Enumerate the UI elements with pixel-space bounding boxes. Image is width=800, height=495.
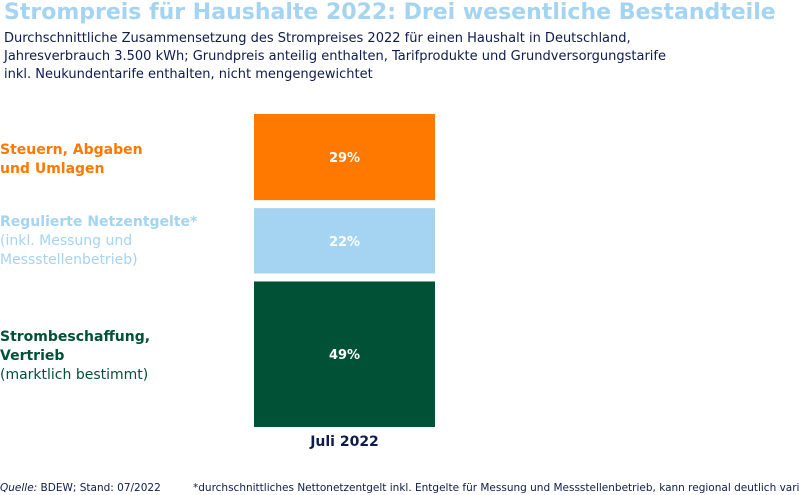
segment-label-line: Regulierte Netzentgelte* bbox=[0, 214, 198, 230]
segment-label-line: Strombeschaffung, bbox=[0, 329, 151, 345]
footnote: *durchschnittliches Nettonetzentgelt ink… bbox=[193, 482, 800, 494]
segment-label-network: Regulierte Netzentgelte* (inkl. Messung … bbox=[0, 213, 240, 270]
segment-label-taxes: Steuern, Abgaben und Umlagen bbox=[0, 141, 240, 179]
bar-segment-taxes bbox=[254, 114, 435, 201]
data-label: 22% bbox=[329, 235, 360, 250]
chart-title: Strompreis für Haushalte 2022: Drei wese… bbox=[4, 0, 776, 25]
data-label: 49% bbox=[329, 348, 360, 363]
segment-label-line: (inkl. Messung und bbox=[0, 233, 133, 249]
source-note: Quelle: BDEW; Stand: 07/2022 bbox=[0, 482, 161, 494]
x-category-label: Juli 2022 bbox=[310, 434, 379, 450]
subtitle-line: Durchschnittliche Zusammensetzung des St… bbox=[4, 31, 631, 46]
segment-label-line: Steuern, Abgaben bbox=[0, 142, 143, 158]
source-label: Quelle: bbox=[0, 482, 38, 494]
bar-segment-procurement bbox=[254, 281, 435, 427]
subtitle-line: inkl. Neukundentarife enthalten, nicht m… bbox=[4, 67, 373, 82]
source-text: BDEW; Stand: 07/2022 bbox=[37, 482, 161, 494]
data-label: 29% bbox=[329, 151, 360, 166]
bar-segment-network bbox=[254, 208, 435, 274]
segment-label-line: Vertrieb bbox=[0, 348, 65, 364]
segment-label-procurement: Strombeschaffung, Vertrieb (marktlich be… bbox=[0, 328, 240, 385]
segment-label-line: (marktlich bestimmt) bbox=[0, 367, 149, 383]
segment-label-line: Messstellenbetrieb) bbox=[0, 252, 138, 268]
segment-label-line: und Umlagen bbox=[0, 161, 105, 177]
chart-subtitle: Durchschnittliche Zusammensetzung des St… bbox=[4, 30, 796, 84]
subtitle-line: Jahresverbrauch 3.500 kWh; Grundpreis an… bbox=[4, 49, 666, 64]
